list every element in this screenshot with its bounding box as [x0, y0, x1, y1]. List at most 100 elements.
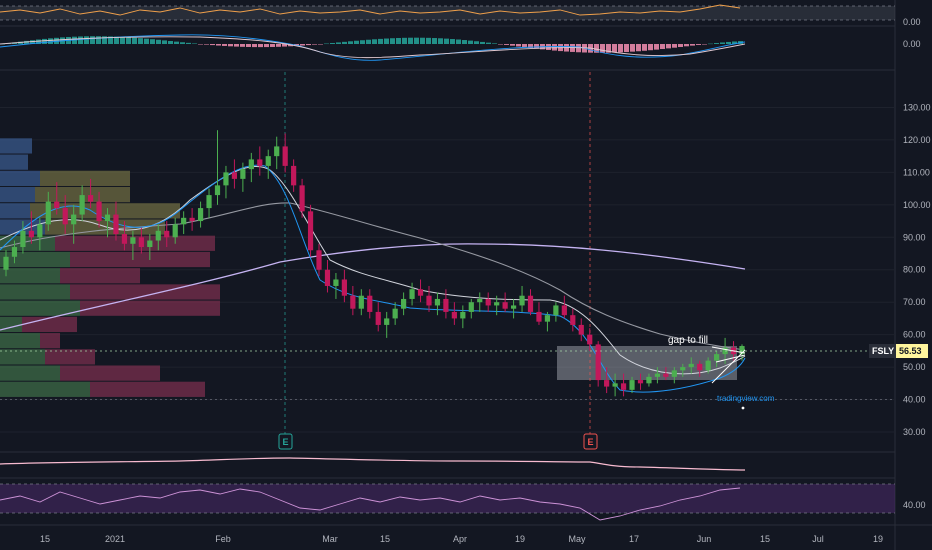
macd-histogram-bar — [276, 44, 281, 47]
macd-histogram-bar — [408, 37, 413, 44]
candle — [324, 260, 331, 293]
candle — [79, 185, 85, 222]
macd-histogram-bar — [378, 38, 383, 44]
macd-histogram-bar — [270, 44, 275, 47]
volume-profile-bar — [70, 251, 210, 268]
candle — [544, 311, 551, 332]
macd-histogram-bar — [594, 44, 599, 53]
price-tick-label: 70.00 — [903, 297, 926, 307]
macd-histogram-bar — [636, 44, 641, 52]
volume-profile-bar — [22, 316, 77, 333]
candle — [688, 357, 694, 374]
candle — [671, 367, 677, 384]
macd-histogram-bar — [690, 44, 695, 46]
candle — [172, 217, 178, 244]
macd-histogram-bar — [414, 37, 419, 44]
candle — [240, 162, 246, 192]
earnings-marker-feb[interactable]: E — [278, 433, 293, 450]
macd-histogram-bar — [312, 44, 317, 45]
candle — [307, 204, 314, 257]
macd-histogram-bar — [306, 44, 311, 46]
top-axis-tick: 0.00 — [903, 17, 921, 27]
candle — [477, 292, 483, 312]
candle — [527, 289, 534, 316]
macd-histogram-bar — [522, 44, 527, 48]
candle — [561, 295, 567, 319]
time-label: Apr — [453, 534, 467, 544]
candle — [705, 357, 711, 374]
candle — [37, 217, 43, 251]
macd-histogram-bar — [156, 39, 161, 44]
macd-histogram-bar — [372, 39, 377, 44]
macd-axis-tick: 0.00 — [903, 39, 921, 49]
candle — [451, 302, 457, 325]
candle — [181, 211, 187, 235]
macd-histogram-bar — [612, 44, 617, 53]
price-tick-label: 50.00 — [903, 362, 926, 372]
macd-histogram-bar — [678, 44, 683, 48]
macd-histogram-bar — [30, 40, 35, 44]
gap-annotation: gap to fill — [668, 335, 708, 346]
candle — [104, 208, 111, 238]
ema-20-line — [0, 165, 746, 375]
macd-histogram-bar — [90, 36, 95, 44]
rsi-panel: 40.00 — [0, 483, 926, 521]
candle — [392, 302, 398, 325]
macd-histogram-bar — [222, 44, 227, 46]
macd-histogram-bar — [366, 39, 371, 44]
macd-histogram-bar — [108, 36, 113, 44]
macd-histogram-bar — [402, 37, 407, 44]
price-tick-label: 100.00 — [903, 200, 931, 210]
volume-profile-bar — [0, 349, 45, 365]
candle — [417, 279, 424, 303]
candle — [409, 282, 415, 306]
macd-histogram-bar — [624, 44, 629, 53]
top-oscillator-panel: 0.00 — [0, 4, 921, 27]
volume-profile-bar — [70, 284, 220, 300]
candle — [434, 292, 441, 316]
price-tick-label: 110.00 — [903, 167, 930, 177]
macd-histogram-bar — [504, 44, 509, 45]
time-label: 15 — [380, 534, 390, 544]
macd-histogram-bar — [654, 44, 659, 50]
macd-histogram-bar — [186, 42, 191, 44]
candle — [282, 133, 288, 173]
macd-histogram-bar — [246, 44, 251, 47]
candle — [485, 292, 491, 312]
candle — [164, 221, 170, 248]
candle — [663, 367, 669, 381]
candle — [536, 302, 542, 325]
symbol-price-tag[interactable]: FSLY 56.53 — [869, 344, 928, 358]
macd-histogram-bar — [24, 40, 29, 44]
macd-histogram-bar — [492, 43, 497, 44]
macd-histogram-bar — [192, 43, 197, 44]
candle — [341, 269, 347, 303]
earnings-marker-may[interactable]: E — [583, 433, 598, 450]
macd-histogram-bar — [36, 39, 41, 44]
macd-histogram-bar — [396, 37, 401, 44]
macd-histogram-bar — [150, 39, 155, 44]
macd-histogram-bar — [0, 44, 5, 45]
volume-profile-bar — [0, 268, 60, 284]
macd-histogram-bar — [684, 44, 689, 47]
candle — [426, 285, 432, 312]
volume-profile-bar — [45, 349, 95, 365]
candle — [654, 367, 661, 384]
macd-histogram-bar — [210, 44, 215, 46]
macd-histogram-bar — [102, 36, 107, 44]
candle — [121, 221, 128, 251]
candle — [257, 146, 263, 176]
price-tick-label: 40.00 — [903, 395, 926, 405]
time-label: May — [568, 534, 586, 544]
macd-histogram-bar — [228, 44, 233, 47]
macd-histogram-bar — [264, 44, 269, 48]
macd-histogram-bar — [240, 44, 245, 47]
volume-profile-bar — [0, 154, 28, 170]
candle — [291, 159, 297, 192]
price-tick-label: 60.00 — [903, 330, 926, 340]
macd-histogram-bar — [420, 37, 425, 44]
candle — [189, 208, 195, 231]
time-label: 17 — [629, 534, 639, 544]
wedge-pattern — [711, 346, 746, 384]
